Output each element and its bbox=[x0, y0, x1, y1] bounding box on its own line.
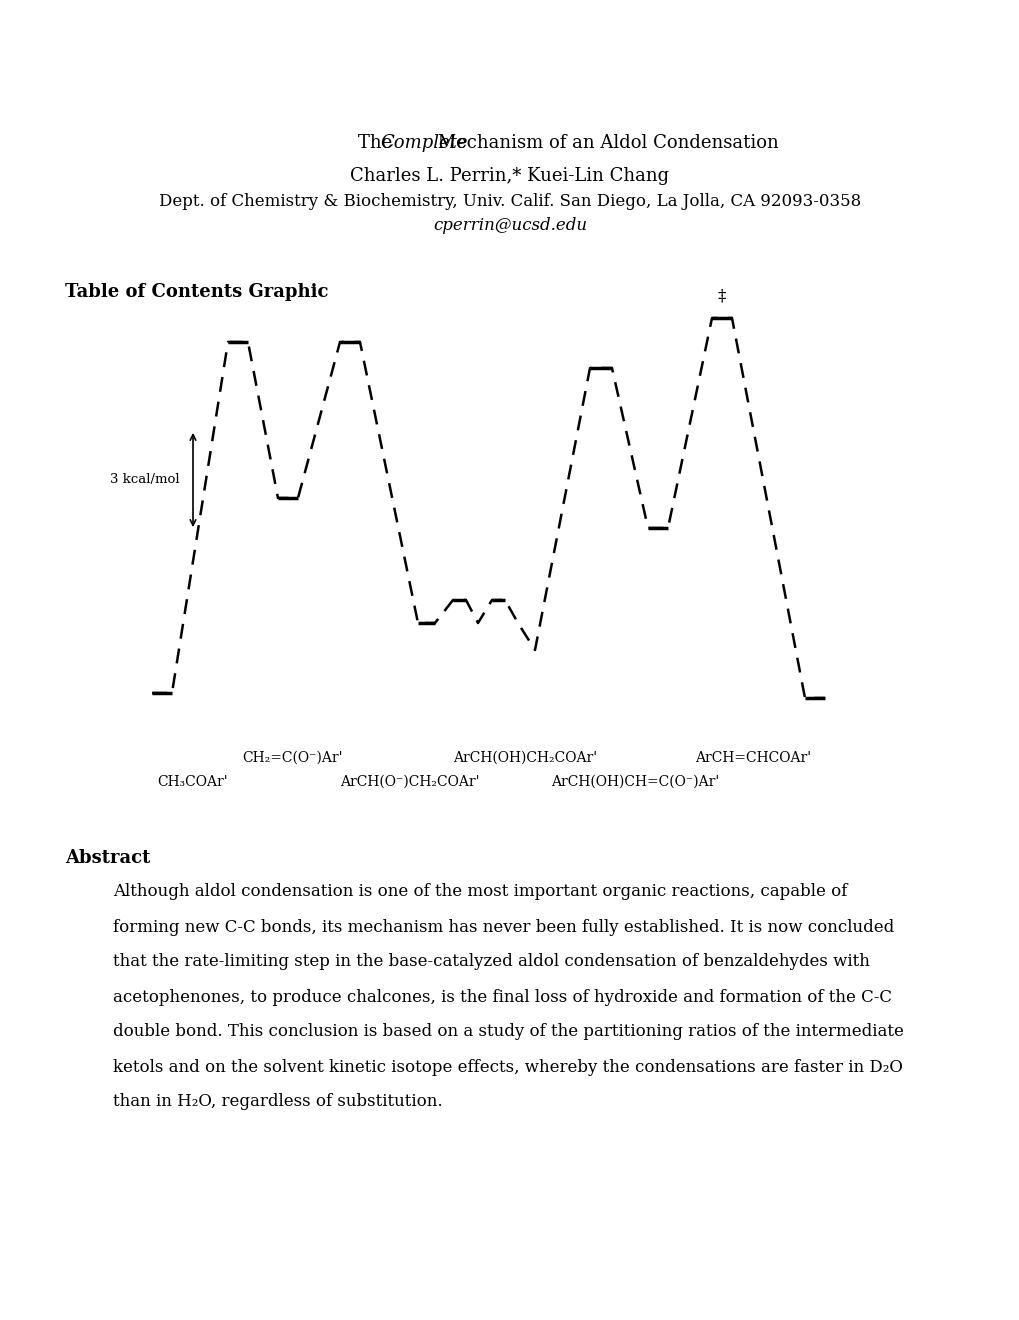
Text: that the rate-limiting step in the base-catalyzed aldol condensation of benzalde: that the rate-limiting step in the base-… bbox=[113, 953, 869, 970]
Text: Charles L. Perrin,* Kuei-Lin Chang: Charles L. Perrin,* Kuei-Lin Chang bbox=[351, 168, 668, 185]
Text: The: The bbox=[358, 135, 397, 152]
Text: than in H₂O, regardless of substitution.: than in H₂O, regardless of substitution. bbox=[113, 1093, 442, 1110]
Text: ‡: ‡ bbox=[717, 288, 726, 305]
Text: ArCH=CHCOAr': ArCH=CHCOAr' bbox=[694, 751, 810, 766]
Text: CH₂=C(O⁻)Ar': CH₂=C(O⁻)Ar' bbox=[243, 751, 343, 766]
Text: Mechanism of an Aldol Condensation: Mechanism of an Aldol Condensation bbox=[432, 135, 777, 152]
Text: 3 kcal/mol: 3 kcal/mol bbox=[110, 474, 179, 487]
Text: cperrin@ucsd.edu: cperrin@ucsd.edu bbox=[432, 216, 587, 234]
Text: ArCH(O⁻)CH₂COAr': ArCH(O⁻)CH₂COAr' bbox=[340, 775, 479, 789]
Text: ArCH(OH)CH₂COAr': ArCH(OH)CH₂COAr' bbox=[452, 751, 596, 766]
Text: ArCH(OH)CH=C(O⁻)Ar': ArCH(OH)CH=C(O⁻)Ar' bbox=[550, 775, 718, 789]
Text: forming new C-C bonds, its mechanism has never been fully established. It is now: forming new C-C bonds, its mechanism has… bbox=[113, 919, 894, 936]
Text: CH₃COAr': CH₃COAr' bbox=[158, 775, 228, 789]
Text: ketols and on the solvent kinetic isotope effects, whereby the condensations are: ketols and on the solvent kinetic isotop… bbox=[113, 1059, 902, 1076]
Text: Table of Contents Graphic: Table of Contents Graphic bbox=[65, 282, 328, 301]
Text: double bond. This conclusion is based on a study of the partitioning ratios of t: double bond. This conclusion is based on… bbox=[113, 1023, 903, 1040]
Text: Although aldol condensation is one of the most important organic reactions, capa: Although aldol condensation is one of th… bbox=[113, 883, 847, 900]
Text: Complete: Complete bbox=[380, 135, 467, 152]
Text: Dept. of Chemistry & Biochemistry, Univ. Calif. San Diego, La Jolla, CA 92093-03: Dept. of Chemistry & Biochemistry, Univ.… bbox=[159, 194, 860, 210]
Text: acetophenones, to produce chalcones, is the final loss of hydroxide and formatio: acetophenones, to produce chalcones, is … bbox=[113, 989, 892, 1006]
Text: Abstract: Abstract bbox=[65, 849, 150, 867]
